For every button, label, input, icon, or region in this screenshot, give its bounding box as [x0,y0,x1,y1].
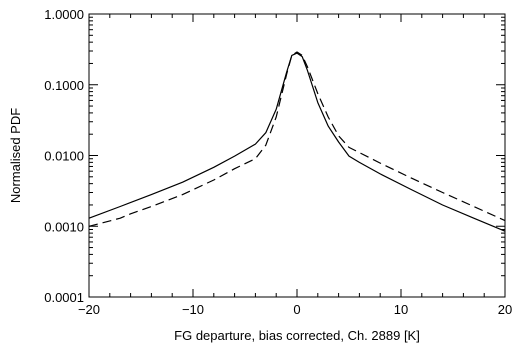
plot-frame [88,13,506,298]
y-tick-label: 0.0001 [44,290,84,305]
series-line-dashed [88,51,506,227]
y-tick-label: 1.0000 [44,7,84,22]
x-tick-label: −20 [78,302,100,317]
x-tick-label: 0 [293,302,300,317]
x-tick-label: 20 [498,302,512,317]
y-tick-label: 0.0010 [44,219,84,234]
y-tick-label: 0.1000 [44,78,84,93]
series-line-solid [88,52,506,232]
y-tick-label: 0.0100 [44,149,84,164]
y-axis: 0.0001 0.0010 0.0100 0.1000 1.0000 [44,7,505,305]
x-axis-label: FG departure, bias corrected, Ch. 2889 [… [174,328,420,343]
plot-border [88,13,506,298]
x-tick-label: −10 [182,302,204,317]
series-layer [88,51,506,232]
x-axis: −20 −10 0 10 20 [78,14,512,317]
y-axis-label: Normalised PDF [8,108,23,203]
x-tick-label: 10 [394,302,408,317]
